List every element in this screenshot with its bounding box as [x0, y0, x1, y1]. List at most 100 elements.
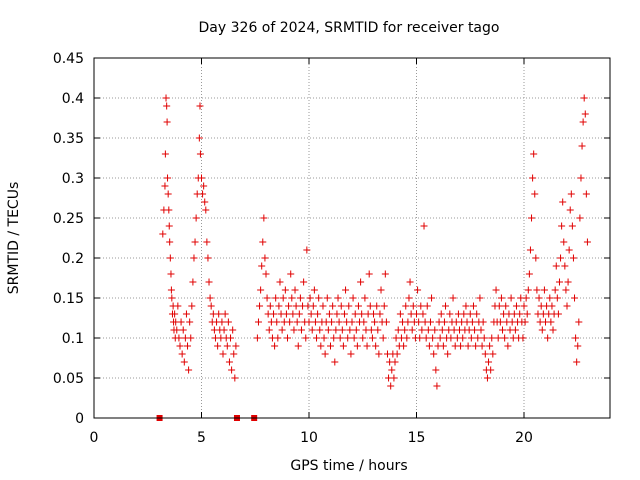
data-point — [560, 238, 568, 246]
data-point — [315, 294, 323, 302]
data-point — [348, 318, 356, 326]
x-tick-label: 20 — [515, 430, 533, 446]
data-point — [254, 318, 262, 326]
data-point — [186, 318, 194, 326]
data-point — [276, 278, 284, 286]
data-point — [437, 310, 445, 318]
data-point — [219, 350, 227, 358]
data-point — [282, 310, 290, 318]
data-point — [464, 342, 472, 350]
data-point — [334, 294, 342, 302]
data-point — [483, 374, 491, 382]
x-tick-label: 10 — [300, 430, 318, 446]
data-point — [335, 318, 343, 326]
plot-frame — [93, 57, 611, 419]
data-point — [487, 366, 495, 374]
data-point — [457, 342, 465, 350]
data-point — [202, 206, 210, 214]
data-point — [207, 302, 215, 310]
data-point — [400, 342, 408, 350]
data-point — [401, 326, 409, 334]
data-point — [408, 326, 416, 334]
data-point — [327, 342, 334, 350]
data-point — [195, 134, 203, 142]
data-point — [173, 326, 181, 334]
data-point — [511, 326, 519, 334]
y-tick-label: 0.15 — [53, 291, 84, 307]
data-point — [578, 142, 586, 150]
data-point — [562, 286, 570, 294]
data-point — [230, 350, 238, 358]
data-point — [430, 350, 438, 358]
data-point — [375, 350, 383, 358]
data-point — [178, 350, 186, 358]
data-point — [521, 318, 529, 326]
data-point — [294, 342, 302, 350]
data-point — [263, 294, 271, 302]
data-point — [531, 190, 539, 198]
data-point — [165, 222, 173, 230]
data-point — [346, 326, 354, 334]
data-point — [572, 334, 580, 342]
data-point — [295, 310, 303, 318]
data-point — [221, 310, 229, 318]
data-point — [499, 326, 506, 334]
data-point — [528, 214, 536, 222]
data-point — [231, 374, 239, 382]
data-point — [256, 302, 264, 310]
data-point — [163, 118, 171, 126]
data-point — [340, 310, 348, 318]
data-point — [196, 102, 204, 110]
data-point — [223, 342, 231, 350]
data-point — [162, 94, 170, 102]
data-point — [297, 326, 305, 334]
data-point — [582, 190, 590, 198]
data-point — [175, 334, 183, 342]
data-point — [290, 326, 298, 334]
data-point — [485, 358, 493, 366]
data-point — [182, 310, 190, 318]
data-point — [429, 334, 437, 342]
data-point — [547, 318, 555, 326]
data-point — [190, 254, 198, 262]
data-point — [220, 326, 228, 334]
data-point — [191, 238, 199, 246]
data-point — [296, 294, 304, 302]
data-point — [330, 334, 338, 342]
data-point — [288, 294, 296, 302]
data-point — [404, 318, 412, 326]
data-point — [381, 270, 389, 278]
data-point — [573, 358, 581, 366]
data-point — [564, 278, 572, 286]
data-point — [492, 286, 500, 294]
data-point — [530, 150, 538, 158]
data-point — [422, 334, 430, 342]
y-tick-label: 0.4 — [62, 91, 84, 107]
data-point — [321, 350, 329, 358]
data-point — [462, 302, 470, 310]
data-point — [204, 254, 212, 262]
data-point — [324, 326, 332, 334]
data-point — [516, 310, 524, 318]
data-point — [390, 374, 398, 382]
data-point — [344, 334, 352, 342]
data-point — [415, 318, 423, 326]
data-point — [439, 342, 447, 350]
data-point — [553, 294, 561, 302]
data-point — [361, 294, 369, 302]
data-point — [159, 230, 167, 238]
data-point — [431, 326, 439, 334]
data-point — [163, 102, 171, 110]
data-point — [303, 246, 311, 254]
data-point — [302, 334, 310, 342]
data-point — [442, 302, 450, 310]
data-point — [196, 150, 204, 158]
data-point — [504, 342, 512, 350]
data-point — [473, 310, 481, 318]
data-point — [357, 278, 365, 286]
data-point — [289, 310, 297, 318]
data-point — [338, 326, 346, 334]
data-point — [274, 334, 282, 342]
data-point — [370, 310, 377, 318]
